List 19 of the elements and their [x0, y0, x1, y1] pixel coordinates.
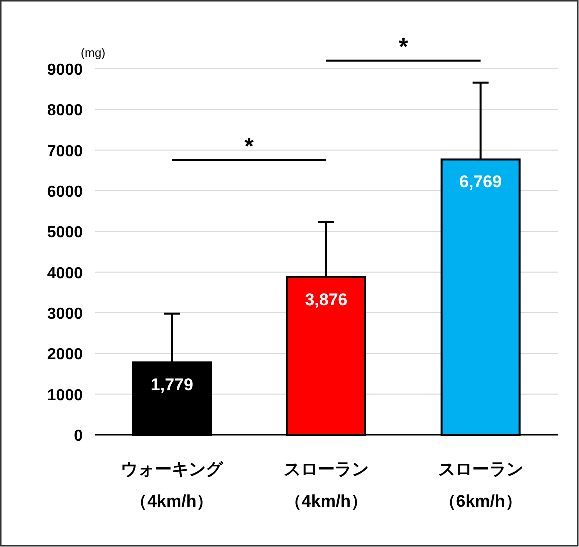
- y-tick-label: 4000: [47, 265, 84, 282]
- annotation: *: [244, 133, 255, 160]
- x-tick-label: スローラン（4km/h）: [284, 460, 369, 511]
- y-tick-label: 5000: [47, 224, 84, 242]
- y-tick-label: 3000: [47, 306, 84, 323]
- data-label: 3,876: [305, 290, 348, 310]
- data-label: 6,769: [460, 172, 502, 192]
- x-tick-label: スローラン（6km/h）: [438, 460, 524, 511]
- y-tick-label: 0: [74, 428, 84, 445]
- y-tick-label: 9000: [47, 62, 84, 79]
- x-tick-label: ウォーキング（4km/h）: [121, 460, 224, 511]
- y-axis-title: (mg): [81, 46, 106, 60]
- y-tick-label: 6000: [47, 184, 84, 201]
- y-tick-label: 1000: [47, 387, 84, 404]
- text: *: [398, 34, 409, 61]
- data-label: 1,779: [150, 376, 194, 395]
- y-tick-label: 8000: [47, 102, 84, 120]
- y-tick-label: 2000: [47, 346, 84, 364]
- y-tick-label: 7000: [47, 143, 84, 160]
